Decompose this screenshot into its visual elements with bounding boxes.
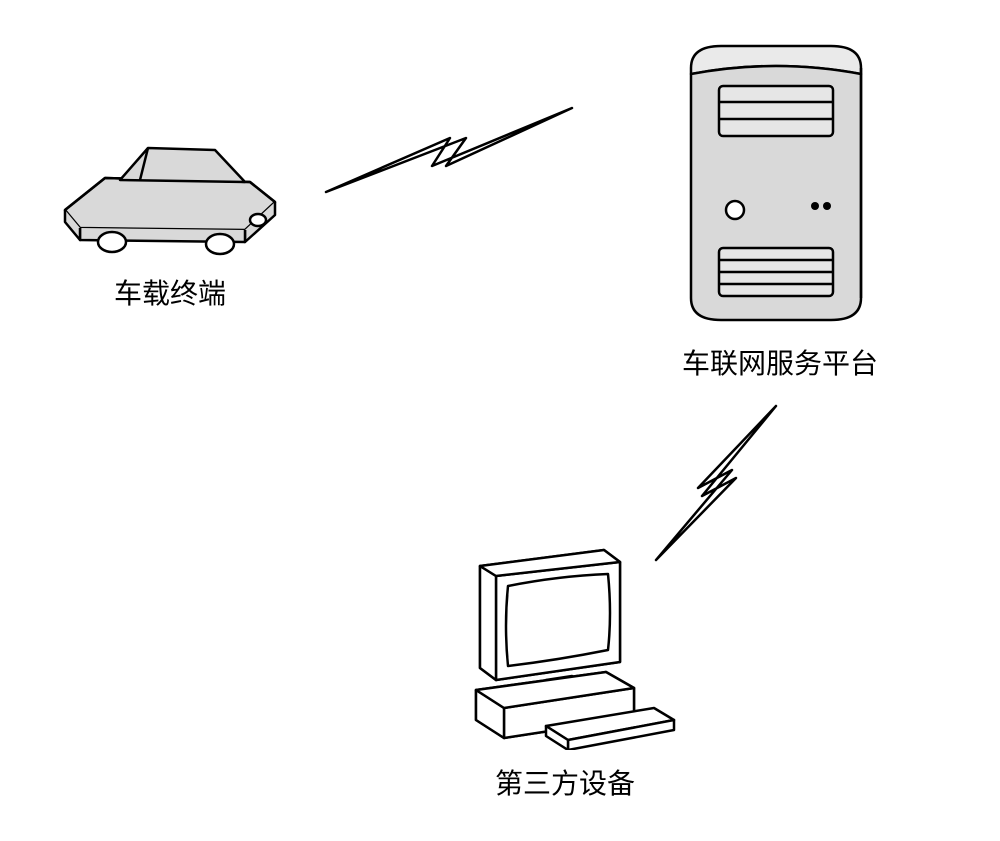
node-car-terminal: 车载终端 — [50, 110, 290, 312]
car-icon — [50, 110, 290, 260]
car-terminal-label: 车载终端 — [114, 272, 226, 312]
node-iov-platform: 车联网服务平台 — [675, 30, 885, 382]
pc-icon — [450, 540, 680, 750]
iov-platform-label: 车联网服务平台 — [682, 342, 878, 382]
node-third-party: 第三方设备 — [450, 540, 680, 802]
wireless-link-car-server — [320, 100, 580, 210]
wireless-link-server-thirdparty — [640, 400, 790, 570]
server-icon — [675, 30, 885, 330]
third-party-label: 第三方设备 — [495, 762, 635, 802]
